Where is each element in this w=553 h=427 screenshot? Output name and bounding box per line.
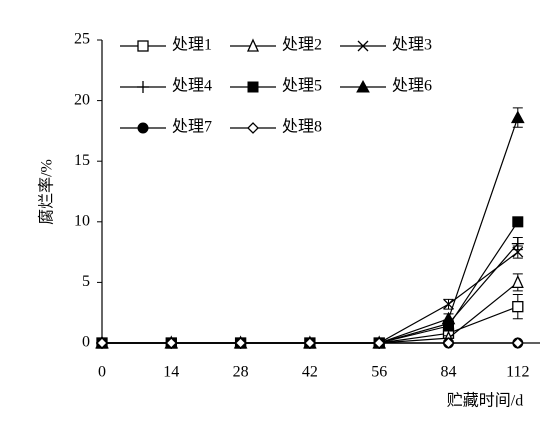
legend-label: 处理8 xyxy=(282,118,322,136)
legend-label: 处理1 xyxy=(172,36,212,54)
marker xyxy=(165,337,178,349)
legend-label: 处理3 xyxy=(392,36,432,54)
marker xyxy=(511,237,524,250)
y-tick-label: 20 xyxy=(74,91,90,108)
marker xyxy=(247,81,259,93)
x-tick-label: 28 xyxy=(233,364,249,381)
marker xyxy=(511,337,524,349)
legend-label: 处理5 xyxy=(282,77,322,95)
y-tick-label: 5 xyxy=(82,273,90,290)
x-axis-label: 贮藏时间/d xyxy=(447,392,523,410)
x-tick-label: 42 xyxy=(302,364,318,381)
series-line xyxy=(102,281,519,344)
legend-label: 处理7 xyxy=(172,118,212,136)
series-line xyxy=(102,117,519,344)
marker xyxy=(356,79,370,93)
x-tick-label: 0 xyxy=(98,364,106,381)
legend-label: 处理2 xyxy=(282,36,322,54)
y-tick-label: 25 xyxy=(74,31,90,48)
marker xyxy=(512,216,524,228)
marker xyxy=(96,337,108,349)
marker xyxy=(512,300,524,313)
legend-label: 处理4 xyxy=(172,77,212,95)
marker xyxy=(442,337,455,349)
y-tick-label: 0 xyxy=(82,334,90,351)
marker xyxy=(246,38,260,52)
marker xyxy=(137,81,149,93)
y-tick-label: 15 xyxy=(74,152,90,169)
marker xyxy=(303,337,316,349)
series-line xyxy=(102,221,519,344)
x-tick-label: 112 xyxy=(506,364,529,381)
marker xyxy=(357,40,369,52)
x-tick-label: 84 xyxy=(441,364,457,381)
y-tick-label: 10 xyxy=(74,212,90,229)
marker xyxy=(373,337,386,349)
marker xyxy=(137,122,149,134)
marker xyxy=(441,311,456,325)
marker xyxy=(511,274,524,289)
marker xyxy=(512,246,524,258)
legend-label: 处理6 xyxy=(392,77,432,95)
x-tick-label: 56 xyxy=(371,364,387,381)
marker xyxy=(510,110,525,124)
y-axis-label: 腐烂率/% xyxy=(38,159,56,225)
series-line xyxy=(102,243,519,344)
x-tick-label: 14 xyxy=(163,364,179,381)
marker xyxy=(247,122,259,134)
marker xyxy=(137,40,149,52)
marker xyxy=(234,337,247,349)
